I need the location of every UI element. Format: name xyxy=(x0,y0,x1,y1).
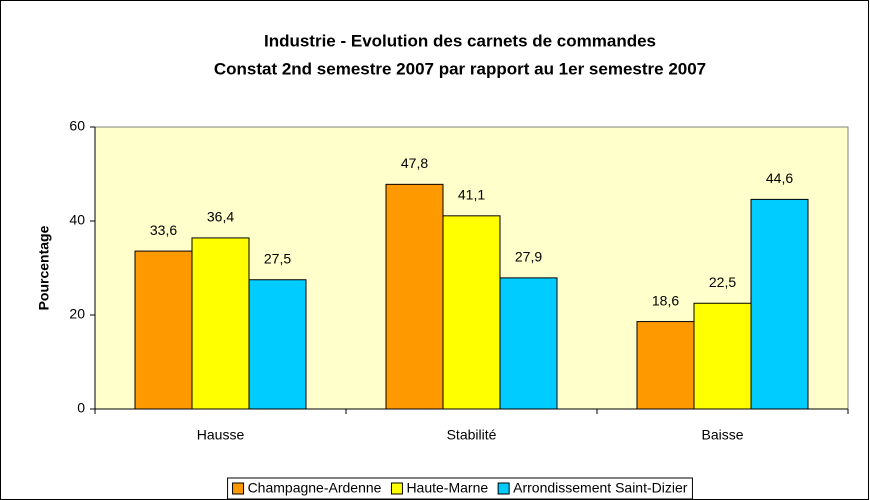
value-label: 41,1 xyxy=(458,187,485,203)
y-tick-label: 40 xyxy=(69,212,85,228)
value-label: 27,9 xyxy=(515,249,542,265)
value-label: 22,5 xyxy=(709,274,736,290)
y-tick-label: 60 xyxy=(69,118,85,134)
legend-swatch xyxy=(390,482,403,495)
legend-swatch xyxy=(232,482,245,495)
bar xyxy=(248,279,307,410)
chart-title: Industrie - Evolution des carnets de com… xyxy=(264,31,656,50)
value-label: 18,6 xyxy=(652,292,679,308)
chart-subtitle: Constat 2nd semestre 2007 par rapport au… xyxy=(214,59,706,78)
bar xyxy=(191,237,250,410)
x-tick-label: Hausse xyxy=(197,427,245,443)
legend xyxy=(227,477,693,500)
legend-label: Arrondissement Saint-Dizier xyxy=(513,480,688,496)
x-tick-label: Stabilité xyxy=(447,427,497,443)
value-label: 33,6 xyxy=(150,222,177,238)
legend-items: Champagne-Ardenne Haute-Marne Arrondisseme… xyxy=(232,480,688,496)
y-tick-label: 20 xyxy=(69,306,85,322)
value-label: 44,6 xyxy=(766,170,793,186)
legend-swatch xyxy=(497,482,510,495)
bar xyxy=(750,198,809,410)
value-label: 36,4 xyxy=(207,209,234,225)
bar xyxy=(499,277,558,410)
legend-label: Champagne-Ardenne xyxy=(248,480,382,496)
bar xyxy=(636,321,695,410)
legend-label: Haute-Marne xyxy=(406,480,488,496)
x-tick-label: Baisse xyxy=(701,427,743,443)
bar xyxy=(693,302,752,410)
bar xyxy=(442,215,501,410)
bar xyxy=(385,183,444,410)
y-axis-label: Pourcentage xyxy=(36,225,52,310)
value-label: 27,5 xyxy=(264,250,291,266)
value-label: 47,8 xyxy=(401,155,428,171)
bar xyxy=(134,250,193,410)
y-tick-label: 0 xyxy=(77,400,85,416)
